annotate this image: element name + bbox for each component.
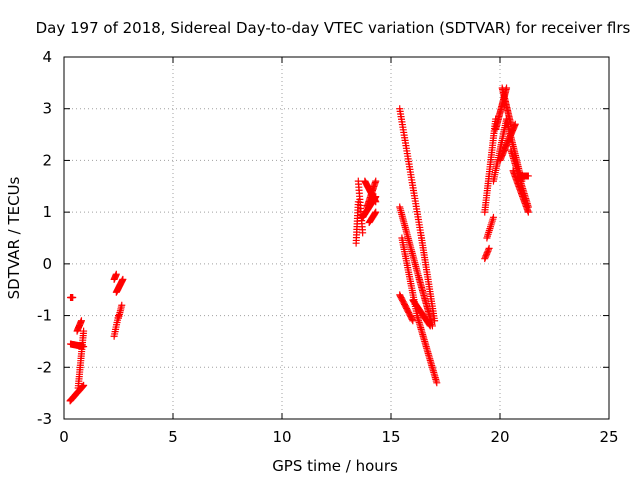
- data-point: [483, 249, 491, 257]
- data-point: [408, 315, 416, 323]
- data-point: [112, 270, 120, 278]
- grid: [64, 57, 609, 419]
- data-point: [482, 252, 490, 260]
- data-point: [485, 244, 493, 252]
- data-point: [484, 246, 492, 254]
- data-point: [483, 250, 491, 258]
- data-point: [77, 317, 85, 325]
- data-point: [372, 198, 380, 206]
- data-point: [69, 293, 77, 301]
- y-tick-label: 3: [42, 100, 52, 118]
- data-point: [80, 327, 88, 335]
- y-tick-label: -2: [37, 358, 52, 376]
- plot-frame: [63, 56, 610, 420]
- chart-title: Day 197 of 2018, Sidereal Day-to-day VTE…: [36, 19, 631, 37]
- data-point: [511, 120, 519, 128]
- data-point: [481, 253, 489, 261]
- y-tick-label: 0: [42, 255, 52, 273]
- data-point: [119, 275, 127, 283]
- x-tick-label: 20: [490, 428, 509, 446]
- data-point: [481, 255, 489, 263]
- data-point: [409, 317, 417, 325]
- data-points: [66, 84, 532, 405]
- x-tick-label: 0: [59, 428, 69, 446]
- data-point: [118, 301, 126, 309]
- data-point: [433, 379, 441, 387]
- x-tick-label: 5: [168, 428, 178, 446]
- data-point: [524, 172, 532, 180]
- data-point: [372, 208, 380, 216]
- x-axis: 0 5 10 15 20 25: [59, 57, 619, 446]
- data-point: [426, 321, 434, 329]
- y-axis-label: SDTVAR / TECUs: [5, 176, 23, 299]
- x-tick-label: 25: [599, 428, 618, 446]
- data-point: [524, 208, 532, 216]
- y-tick-label: 4: [42, 48, 52, 66]
- y-tick-label: 1: [42, 203, 52, 221]
- data-point: [359, 229, 367, 237]
- data-point: [484, 247, 492, 255]
- y-tick-label: 2: [42, 151, 52, 169]
- data-point: [372, 177, 380, 185]
- data-point: [426, 322, 434, 330]
- y-axis: -3 -2 -1 0 1 2 3 4: [37, 48, 609, 428]
- x-axis-label: GPS time / hours: [272, 457, 398, 475]
- x-tick-label: 10: [272, 428, 291, 446]
- y-tick-label: -3: [37, 410, 52, 428]
- x-tick-label: 15: [381, 428, 400, 446]
- y-tick-label: -1: [37, 307, 52, 325]
- data-point: [489, 213, 497, 221]
